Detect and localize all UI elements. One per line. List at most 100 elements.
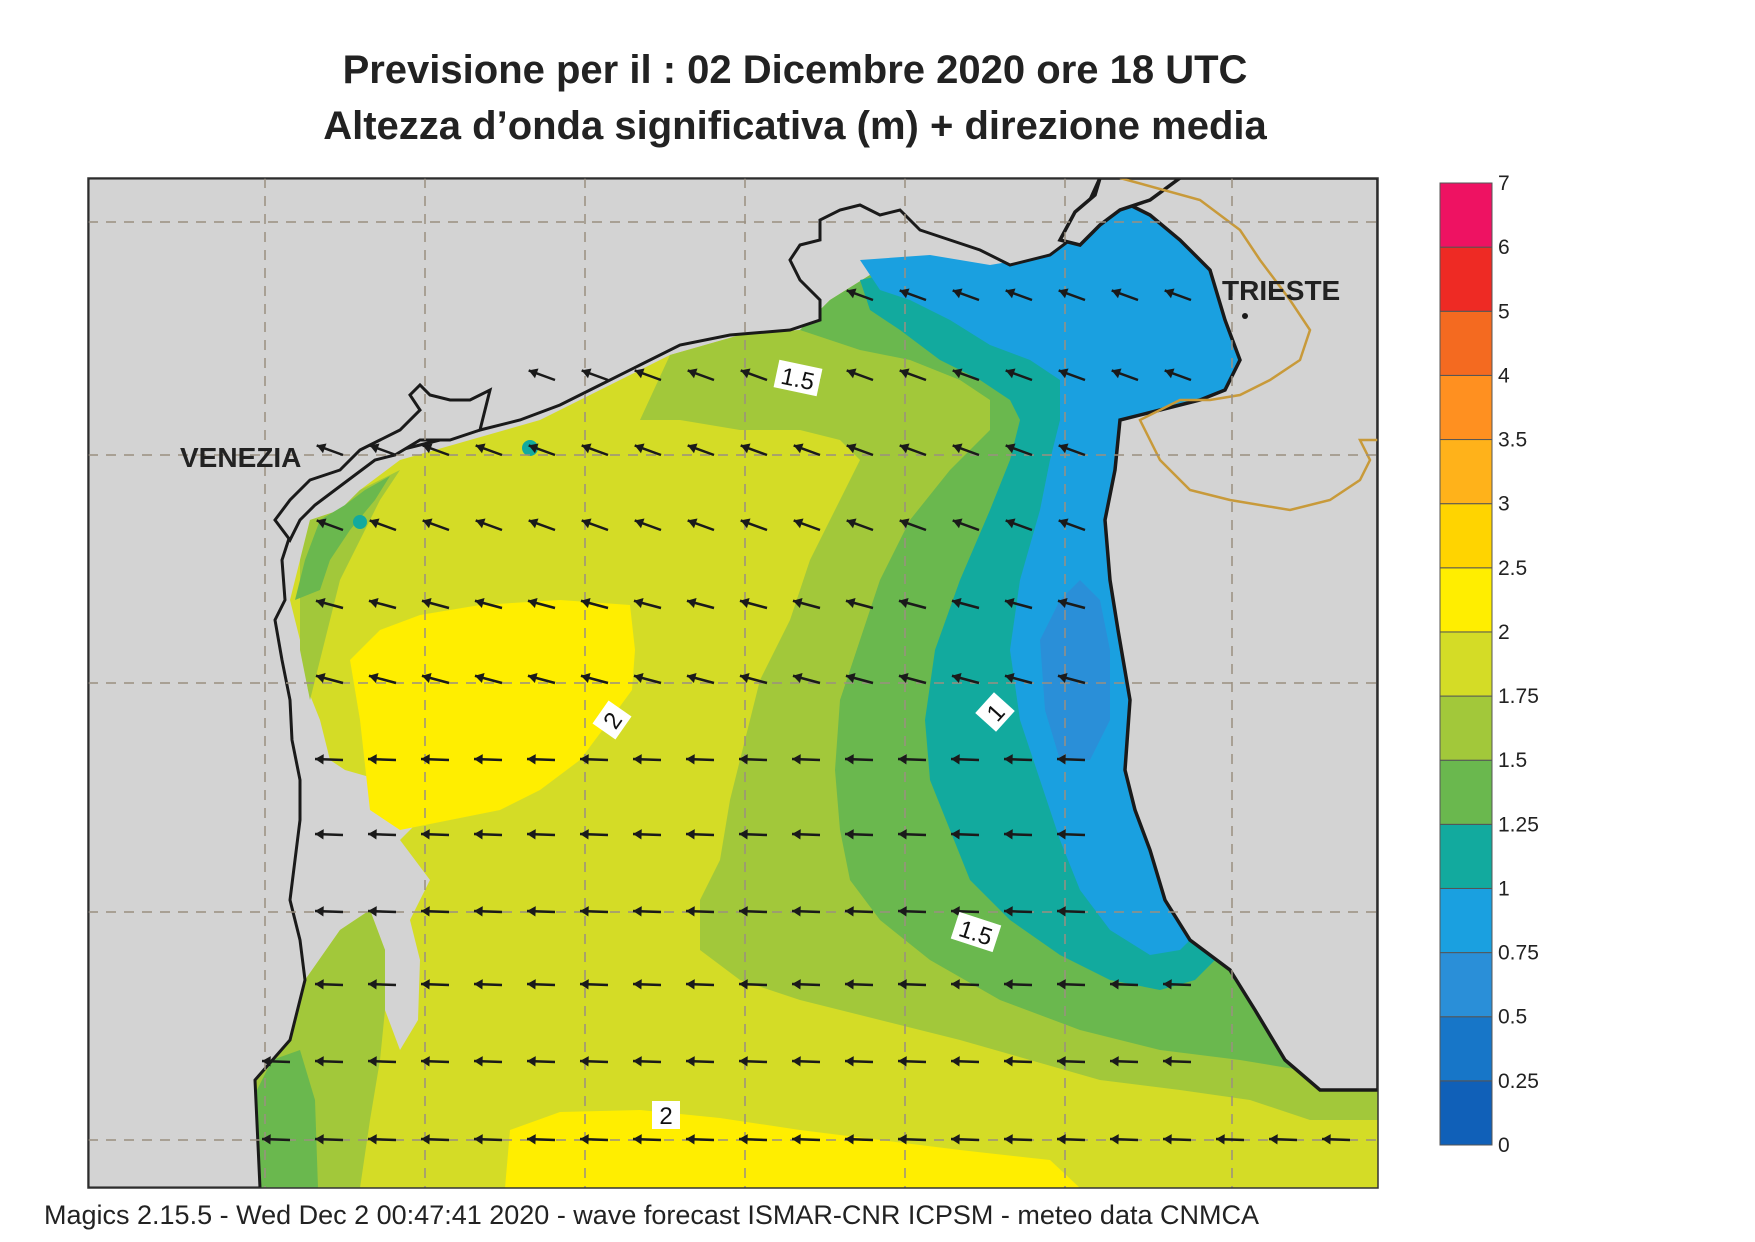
direction-arrow-head xyxy=(792,979,801,990)
direction-arrow-head xyxy=(845,754,854,765)
direction-arrow-head xyxy=(581,368,592,379)
direction-arrow-head xyxy=(633,1134,642,1145)
legend-tick-label: 5 xyxy=(1498,300,1510,323)
direction-arrow-head xyxy=(633,829,642,840)
direction-arrow-head xyxy=(1004,672,1015,683)
legend-swatch xyxy=(1439,374,1493,441)
direction-arrow-head xyxy=(633,1056,642,1067)
direction-arrow-head xyxy=(1004,1134,1013,1145)
direction-arrow-head xyxy=(1057,829,1066,840)
direction-arrow-head xyxy=(845,829,854,840)
direction-arrow-head xyxy=(739,1134,748,1145)
city-marker-trieste xyxy=(1242,313,1248,319)
contour-label-bg xyxy=(773,359,823,397)
title-line-2: Altezza d’onda significativa (m) + direz… xyxy=(323,104,1267,148)
direction-arrow-head xyxy=(739,754,748,765)
direction-arrow-head xyxy=(739,979,748,990)
direction-arrow-head xyxy=(1058,368,1069,379)
grid xyxy=(88,178,1378,1188)
direction-arrow-head xyxy=(1163,979,1172,990)
band-0-5 xyxy=(1040,580,1110,760)
direction-arrow-head xyxy=(792,1056,801,1067)
direction-arrow-head xyxy=(1163,1134,1172,1145)
direction-arrow-head xyxy=(421,597,432,608)
direction-arrow-head xyxy=(474,829,483,840)
direction-arrow-head xyxy=(1322,1134,1331,1145)
direction-arrow-head xyxy=(1004,754,1013,765)
direction-arrow-head xyxy=(1269,1134,1278,1145)
legend-tick-label: 4 xyxy=(1498,364,1510,387)
direction-arrow-head xyxy=(527,979,536,990)
direction-arrow-head xyxy=(898,979,907,990)
direction-arrow-head xyxy=(580,906,589,917)
direction-arrow-head xyxy=(740,368,751,379)
direction-arrow-head xyxy=(421,672,432,683)
band-0-75 xyxy=(860,200,1240,955)
legend-swatch xyxy=(1439,439,1493,505)
contour-label-bg xyxy=(592,700,632,740)
direction-arrow-head xyxy=(951,906,960,917)
direction-arrow-head xyxy=(634,443,645,454)
teal-patch xyxy=(522,440,538,456)
direction-arrow-head xyxy=(475,518,486,529)
direction-arrow-head xyxy=(792,672,803,683)
direction-arrow-head xyxy=(846,288,857,299)
direction-arrow-head xyxy=(952,518,963,529)
direction-arrow-head xyxy=(739,906,748,917)
legend-tick-label: 7 xyxy=(1498,172,1510,195)
direction-arrow-head xyxy=(686,597,697,608)
direction-arrow-head xyxy=(315,906,324,917)
legend-tick-label: 0.25 xyxy=(1498,1070,1539,1093)
direction-arrow-head xyxy=(846,518,857,529)
direction-arrow-head xyxy=(421,754,430,765)
direction-arrow-head xyxy=(793,518,804,529)
direction-arrow-head xyxy=(951,597,962,608)
legend-tick-label: 1.75 xyxy=(1498,685,1539,708)
direction-arrow-head xyxy=(686,906,695,917)
direction-arrow-head xyxy=(528,368,539,379)
venezia-lagoon xyxy=(273,382,493,543)
direction-arrow-head xyxy=(580,672,591,683)
direction-arrow-head xyxy=(898,829,907,840)
direction-arrow-head xyxy=(421,1056,430,1067)
direction-arrow-head xyxy=(1216,1134,1225,1145)
legend-swatch xyxy=(1439,246,1493,312)
direction-arrow-head xyxy=(421,1134,430,1145)
legend-swatch xyxy=(1439,182,1493,248)
direction-arrow-head xyxy=(1004,979,1013,990)
direction-arrow-head xyxy=(1004,597,1015,608)
direction-arrow-head xyxy=(316,443,327,454)
legend-swatch xyxy=(1439,823,1493,889)
north-coast xyxy=(1057,178,1183,247)
direction-arrow-head xyxy=(368,672,379,683)
legend-swatch xyxy=(1439,631,1493,697)
direction-arrow-head xyxy=(421,906,430,917)
direction-arrow-head xyxy=(633,597,644,608)
direction-arrow-head xyxy=(475,443,486,454)
direction-arrow-head xyxy=(368,1134,377,1145)
footer-credits: Magics 2.15.5 - Wed Dec 2 00:47:41 2020 … xyxy=(44,1200,1259,1230)
country-border xyxy=(1119,178,1378,512)
direction-arrow-head xyxy=(368,829,377,840)
direction-arrow-head xyxy=(1058,288,1069,299)
direction-arrow-head xyxy=(898,906,907,917)
direction-arrow-head xyxy=(580,829,589,840)
direction-arrow-head xyxy=(687,443,698,454)
legend-swatch xyxy=(1439,1016,1493,1082)
direction-arrow-head xyxy=(952,368,963,379)
direction-arrow-head xyxy=(1110,1134,1119,1145)
direction-arrow-head xyxy=(792,906,801,917)
legend-swatch xyxy=(1439,1080,1493,1146)
direction-arrow-head xyxy=(316,518,327,529)
direction-arrow-head xyxy=(634,368,645,379)
direction-arrow-head xyxy=(1111,368,1122,379)
direction-arrow-head xyxy=(633,906,642,917)
direction-arrow-head xyxy=(898,597,909,608)
direction-arrow-head xyxy=(262,1134,271,1145)
direction-arrow-head xyxy=(1004,906,1013,917)
direction-arrow-head xyxy=(315,597,326,608)
title-line-1: Previsione per il : 02 Dicembre 2020 ore… xyxy=(342,48,1248,92)
contour-label-bg xyxy=(652,1101,680,1129)
legend-swatch xyxy=(1439,759,1493,825)
